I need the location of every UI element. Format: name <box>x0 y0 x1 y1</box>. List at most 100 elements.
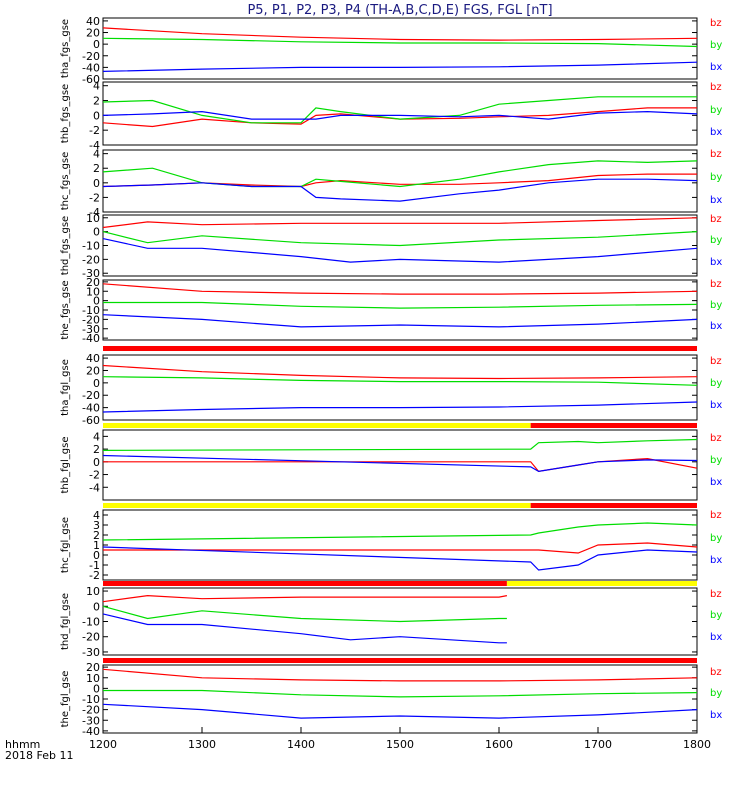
component-label-by: by <box>710 40 722 51</box>
y-tick-label: 4 <box>93 509 100 522</box>
y-tick-label: -60 <box>82 414 100 427</box>
y-tick-label: -2 <box>89 124 100 137</box>
mode-bar-segment-red <box>103 658 697 663</box>
y-tick-label: -10 <box>82 616 100 629</box>
component-label-bx: bx <box>710 127 722 138</box>
panel-thd_fgl_gse: 10 0 -10 -20 -30 thd_fgl_gse bz by bx <box>60 585 722 659</box>
series-by-line <box>102 605 507 623</box>
y-tick-label: -30 <box>82 267 100 280</box>
y-tick-label: 0 <box>93 600 100 613</box>
series-by-line <box>102 231 698 247</box>
y-tick-label: -2 <box>89 469 100 482</box>
y-tick-label: 2 <box>93 162 100 175</box>
series-bz-line <box>103 457 698 473</box>
y-tick-label: -20 <box>82 631 100 644</box>
component-label-bz: bz <box>710 82 722 93</box>
series-bz-line <box>102 668 698 682</box>
series-by-line <box>102 522 698 541</box>
component-label-bz: bz <box>710 433 722 444</box>
y-tick-label: -60 <box>82 73 100 86</box>
series-bx-line <box>102 314 698 328</box>
y-tick-label: 4 <box>93 430 100 443</box>
y-tick-label: -20 <box>82 253 100 266</box>
y-axis-label: thd_fgl_gse <box>60 593 71 650</box>
plot-title: P5, P1, P2, P3, P4 (TH-A,B,C,D,E) FGS, F… <box>247 3 552 18</box>
y-axis-label: thb_fgs_gse <box>60 84 71 143</box>
component-label-bx: bx <box>710 257 722 268</box>
y-tick-label: -40 <box>82 402 100 415</box>
y-tick-label: -30 <box>82 323 100 336</box>
y-tick-label: 2 <box>93 443 100 456</box>
mode-bar-segment-yellow <box>103 423 531 428</box>
series-bz-line <box>102 594 508 603</box>
x-tick-label: 1200 <box>89 738 117 751</box>
component-label-bz: bz <box>710 18 722 29</box>
y-axis-label: tha_fgl_gse <box>60 359 71 416</box>
y-tick-label: -10 <box>82 693 100 706</box>
series-by-line <box>102 37 698 48</box>
y-tick-label: 0 <box>93 109 100 122</box>
y-tick-label: -4 <box>89 206 100 219</box>
y-tick-label: -10 <box>82 240 100 253</box>
y-axis-label: thb_fgl_gse <box>60 437 71 494</box>
mode-bar-segment-red <box>530 423 697 428</box>
mode-bar-segment-red <box>103 346 697 351</box>
y-tick-label: 20 <box>86 276 100 289</box>
component-label-bx: bx <box>710 555 722 566</box>
y-tick-label: 4 <box>93 80 100 93</box>
y-tick-label: -40 <box>82 725 100 738</box>
component-label-by: by <box>710 688 722 699</box>
series-bz-line <box>102 283 698 295</box>
x-tick-label: 1600 <box>485 738 513 751</box>
component-label-bz: bz <box>710 356 722 367</box>
series-bz-line <box>102 27 698 41</box>
series-bx-line <box>102 238 698 263</box>
y-tick-label: -30 <box>82 646 100 659</box>
y-tick-label: 4 <box>93 148 100 161</box>
panel-thd_fgs_gse: 100-10-20-30 thd_fgs_gse bz by bx <box>60 212 722 280</box>
component-label-bx: bx <box>710 477 722 488</box>
y-tick-label: 0 <box>93 549 100 562</box>
component-label-bx: bx <box>710 62 722 73</box>
component-label-bx: bx <box>710 400 722 411</box>
mode-bar-segment-red <box>530 503 697 508</box>
y-tick-label: 40 <box>86 352 100 365</box>
y-tick-label: 1 <box>93 539 100 552</box>
x-tick-label: 1700 <box>584 738 612 751</box>
series-bx-line <box>102 546 698 571</box>
y-tick-label: 10 <box>86 285 100 298</box>
x-tick-label: 1800 <box>683 738 711 751</box>
footer-date: 2018 Feb 11 <box>5 749 73 762</box>
mode-bar-segment-yellow <box>506 581 697 586</box>
component-label-bx: bx <box>710 195 722 206</box>
y-axis-label: thc_fgs_gse <box>60 152 71 211</box>
component-label-bx: bx <box>710 710 722 721</box>
x-tick-label: 1400 <box>287 738 315 751</box>
series-bz-line <box>102 217 698 229</box>
component-label-by: by <box>710 533 722 544</box>
y-tick-label: 0 <box>93 177 100 190</box>
component-label-bz: bz <box>710 510 722 521</box>
series-by-line <box>103 689 698 698</box>
panel-frame <box>102 81 698 146</box>
y-tick-label: -4 <box>89 481 100 494</box>
y-tick-label: 10 <box>86 672 100 685</box>
y-axis-label: the_fgl_gse <box>60 671 71 728</box>
y-tick-label: 0 <box>93 377 100 390</box>
component-label-by: by <box>710 455 722 466</box>
series-by-line <box>103 301 698 309</box>
y-tick-label: -30 <box>82 714 100 727</box>
component-label-by: by <box>710 105 722 116</box>
y-tick-label: 0 <box>93 295 100 308</box>
series-bx-line <box>102 401 698 413</box>
panel-thb_fgs_gse: 4 20 -2 -4 thb_fgs_gse bz by bx <box>60 80 722 152</box>
component-label-by: by <box>710 300 722 311</box>
y-tick-label: 10 <box>86 212 100 225</box>
panel-thc_fgs_gse: 42 0-2 -4 thc_fgs_gse bz by bx <box>60 148 722 219</box>
y-tick-label: 2 <box>93 529 100 542</box>
